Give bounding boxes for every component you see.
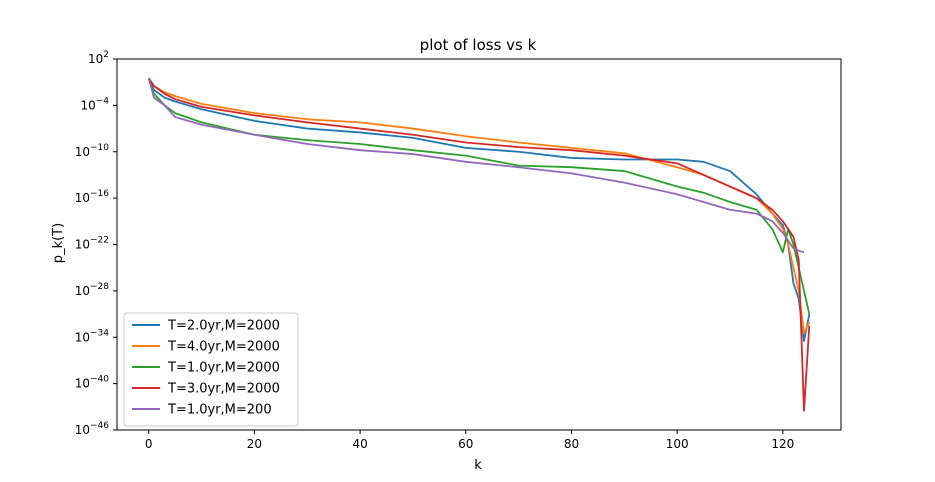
legend-label-0: T=2.0yr,M=2000: [167, 319, 280, 334]
x-tick-label-5: 100: [666, 437, 689, 451]
y-tick-label-5: 10−28: [75, 282, 110, 298]
y-tick-label-8: 10−46: [75, 421, 110, 437]
y-tick-label-2: 10−10: [75, 143, 110, 159]
x-tick-label-1: 20: [247, 437, 262, 451]
x-axis-label: k: [474, 458, 482, 473]
x-tick-label-0: 0: [145, 437, 153, 451]
y-tick-label-0: 102: [88, 50, 109, 66]
legend-box: [123, 312, 299, 427]
plot-area: 0 20 40 60 80 100 120 102 10−4 10−10 10−16 10−22 10−…: [75, 50, 842, 451]
y-tick-label-6: 10−34: [75, 328, 110, 344]
y-tick-label-1: 10−4: [80, 96, 109, 112]
legend-label-3: T=3.0yr,M=2000: [167, 382, 280, 397]
y-tick-label-3: 10−16: [75, 189, 110, 205]
y-axis-label: p_k(T): [51, 223, 66, 263]
legend-label-2: T=1.0yr,M=2000: [167, 361, 280, 376]
series-line-1: [147, 77, 811, 335]
x-tick-label-3: 60: [458, 437, 473, 451]
series-line-3: [147, 77, 811, 412]
legend-label-4: T=1.0yr,M=200: [167, 403, 272, 418]
x-tick-label-6: 120: [771, 437, 794, 451]
y-tick-label-4: 10−22: [75, 236, 109, 252]
x-tick-label-2: 40: [352, 437, 367, 451]
legend: T=2.0yr,M=2000 T=4.0yr,M=2000 T=1.0yr,M=20…: [123, 312, 299, 427]
chart-title: plot of loss vs k: [420, 36, 537, 54]
series-line-4: [147, 78, 805, 254]
y-tick-label-7: 10−40: [75, 375, 110, 391]
legend-label-1: T=4.0yr,M=2000: [167, 340, 280, 355]
x-tick-label-4: 80: [564, 437, 579, 451]
